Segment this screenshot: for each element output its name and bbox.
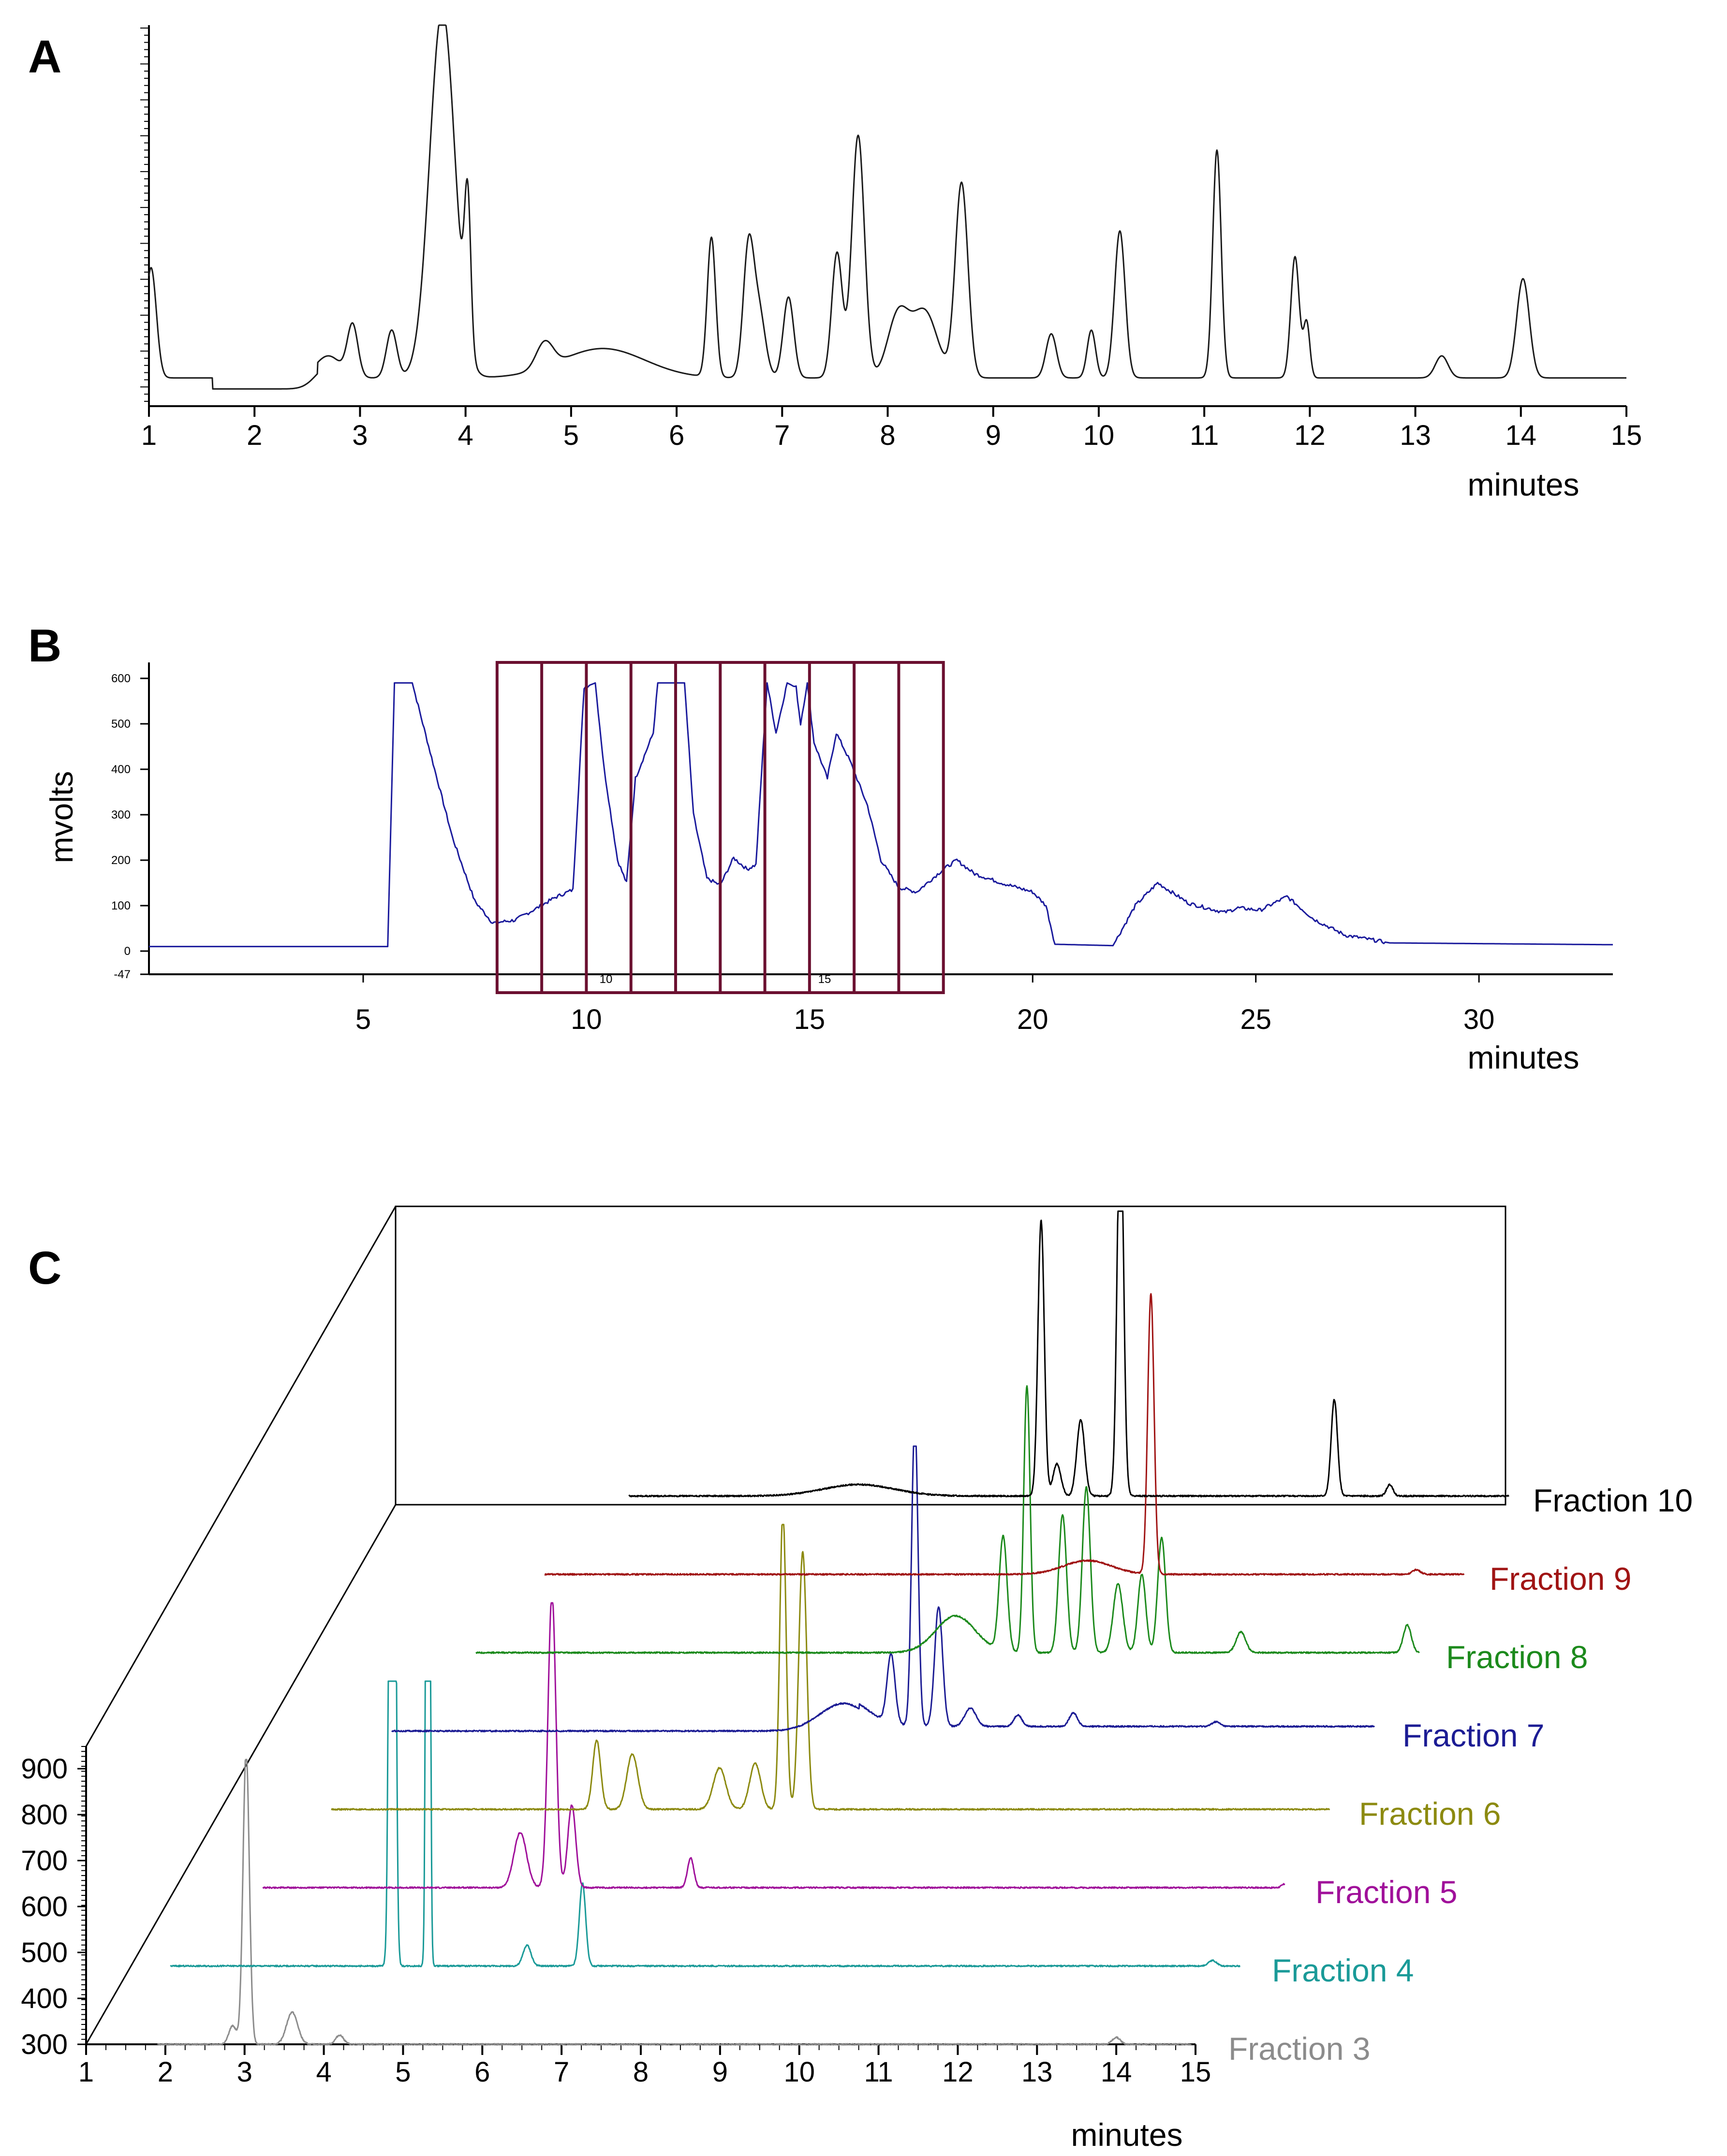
panel-a: A 1 2 3 4 5 6 7 8 9 10 11 12 13 14 15 minutes	[28, 24, 1642, 502]
trace-fraction-4	[170, 1680, 1240, 1967]
y-tick-label: 500	[111, 718, 131, 731]
y-tick-label: 300	[21, 2029, 68, 2060]
x-tick-label: 15	[1611, 420, 1642, 451]
x-tick-label: 8	[880, 420, 895, 451]
panel-b-letter: B	[28, 620, 61, 672]
x-tick-label: 2	[247, 420, 262, 451]
panel-c-y-ticks: 300 400 500 600 700 800 900	[21, 1746, 86, 2060]
x-tick-label: 25	[1240, 1004, 1271, 1035]
x-tick-label: 7	[554, 2056, 569, 2088]
trace-fraction-7	[391, 1445, 1375, 1732]
x-tick-label: 4	[316, 2056, 331, 2088]
x-tick-label: 1	[141, 420, 157, 451]
x-tick-label: 30	[1463, 1004, 1495, 1035]
x-tick-label: 10	[783, 2056, 815, 2088]
panel-a-letter: A	[28, 31, 61, 83]
legend-fraction-8: Fraction 8	[1446, 1639, 1588, 1675]
x-tick-label: 6	[669, 420, 684, 451]
legend-fraction-4: Fraction 4	[1272, 1952, 1414, 1988]
y-tick-label: 500	[21, 1937, 68, 1968]
legend-fraction-5: Fraction 5	[1315, 1874, 1457, 1910]
legend-fraction-3: Fraction 3	[1228, 2031, 1370, 2067]
x-tick-label: 20	[1017, 1004, 1048, 1035]
trace-fraction-3	[157, 1759, 1192, 2046]
x-tick-label: 13	[1021, 2056, 1053, 2088]
window-label-10: 10	[600, 973, 613, 986]
x-tick-label: 3	[352, 420, 368, 451]
x-tick-label: 10	[1083, 420, 1115, 451]
x-tick-label: 15	[794, 1004, 826, 1035]
panel-b-x-ticks: 5 10 15 20 25 30	[355, 974, 1495, 1035]
y-tick-label: 400	[21, 1983, 68, 2014]
x-tick-label: 5	[395, 2056, 411, 2088]
x-tick-label: 1	[78, 2056, 94, 2088]
y-tick-label: 200	[111, 854, 131, 867]
y-tick-label: 600	[111, 672, 131, 685]
x-tick-label: 9	[712, 2056, 728, 2088]
x-tick-label: 14	[1101, 2056, 1132, 2088]
x-tick-label: 3	[237, 2056, 252, 2088]
y-tick-label: 600	[21, 1891, 68, 1922]
x-tick-label: 13	[1400, 420, 1431, 451]
y-tick-label: 900	[21, 1753, 68, 1785]
y-tick-label: 100	[111, 899, 131, 912]
trace-fraction-5	[262, 1602, 1285, 1889]
legend-fraction-7: Fraction 7	[1402, 1717, 1544, 1753]
y-tick-label: 300	[111, 808, 131, 821]
y-tick-label: -47	[114, 968, 131, 981]
x-tick-label: 11	[1190, 420, 1219, 451]
x-tick-label: 12	[1294, 420, 1326, 451]
x-tick-label: 12	[942, 2056, 974, 2088]
y-tick-label: 400	[111, 763, 131, 776]
x-tick-label: 8	[633, 2056, 649, 2088]
legend-fraction-10: Fraction 10	[1533, 1482, 1693, 1518]
panel-b-trace	[149, 682, 1613, 948]
trace-fraction-9	[544, 1293, 1465, 1576]
legend-fraction-6: Fraction 6	[1359, 1796, 1501, 1832]
panel-c-x-ticks: 1 2 3 4 5 6 7 8 9 10 11 12 13 14 15	[78, 2044, 1211, 2088]
y-tick-label: 0	[124, 945, 131, 958]
legend-fraction-9: Fraction 9	[1490, 1561, 1631, 1597]
panel-a-trace	[148, 24, 1627, 390]
y-tick-label: 800	[21, 1799, 68, 1831]
x-tick-label: 5	[355, 1004, 371, 1035]
depth-edge-top	[85, 1206, 397, 1747]
x-tick-label: 5	[563, 420, 579, 451]
x-tick-label: 10	[571, 1004, 602, 1035]
window-label-15: 15	[818, 973, 831, 986]
fraction-collection-windows	[495, 661, 945, 994]
x-tick-label: 14	[1506, 420, 1537, 451]
x-tick-label: 9	[986, 420, 1001, 451]
x-tick-label: 11	[864, 2056, 893, 2088]
panel-a-x-label: minutes	[1467, 467, 1579, 502]
panel-c-letter: C	[28, 1242, 61, 1294]
trace-fraction-8	[475, 1385, 1420, 1654]
fraction-traces: Fraction 3 Fraction 4 Fraction 5 Fraction 6…	[157, 1210, 1693, 2067]
panel-a-y-ticks	[140, 28, 149, 402]
x-tick-label: 15	[1180, 2056, 1211, 2088]
x-tick-label: 7	[774, 420, 790, 451]
y-tick-label: 700	[21, 1845, 68, 1877]
depth-edge-bottom	[85, 1504, 397, 2045]
panel-b-y-label: mvolts	[44, 771, 79, 864]
x-tick-label: 4	[458, 420, 473, 451]
trace-fraction-10	[628, 1210, 1509, 1497]
x-tick-label: 2	[158, 2056, 173, 2088]
trace-fraction-6	[331, 1524, 1330, 1811]
panel-b-y-ticks: -47 0 100 200 300 400 500 600	[111, 672, 149, 981]
x-tick-label: 6	[474, 2056, 490, 2088]
panel-b-x-label: minutes	[1467, 1040, 1579, 1075]
panel-c-x-label: minutes	[1071, 2117, 1182, 2153]
panel-a-x-ticks: 1 2 3 4 5 6 7 8 9 10 11 12 13 14 15	[141, 406, 1642, 451]
back-plane-frame	[395, 1205, 1506, 1506]
